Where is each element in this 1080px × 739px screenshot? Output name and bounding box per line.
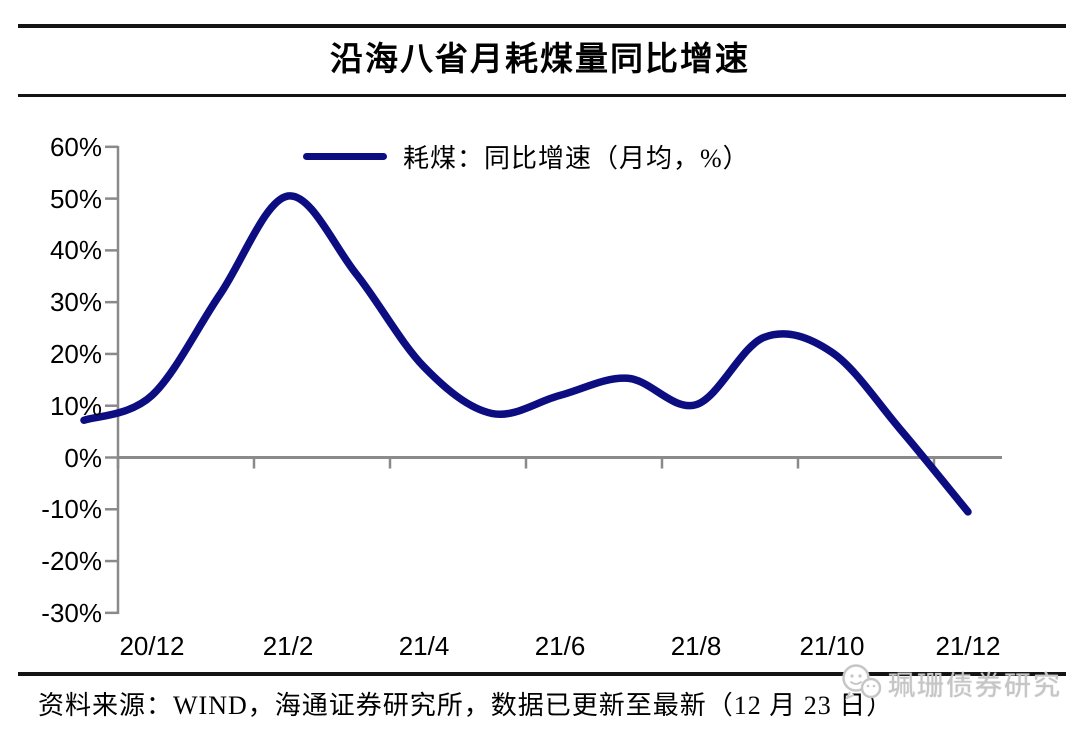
x-tick-label: 21/6 [534, 631, 586, 661]
chart-title: 沿海八省月耗煤量同比增速 [330, 42, 750, 78]
top-rule [18, 24, 1066, 28]
y-tick-label: 10% [49, 390, 102, 421]
x-tick-label: 21/4 [398, 631, 450, 661]
legend-line-swatch [303, 152, 387, 160]
x-tick-label: 21/10 [799, 631, 865, 661]
y-tick-label: -10% [41, 494, 102, 525]
y-tick-label: -30% [41, 597, 102, 628]
x-tick-label: 20/12 [119, 631, 185, 661]
y-tick-label: -20% [41, 546, 102, 577]
y-tick-label: 50% [49, 183, 102, 214]
bottom-rule [18, 672, 1066, 676]
watermark: 珮珊债券研究 [840, 663, 1062, 703]
series-line [80, 192, 972, 516]
title-divider [18, 94, 1066, 97]
source-note: 资料来源：WIND，海通证券研究所，数据已更新至最新（12 月 23 日） [38, 691, 894, 720]
legend-label: 耗煤：同比增速（月均，%） [403, 143, 750, 173]
y-tick-label: 60% [49, 131, 102, 162]
y-tick-label: 20% [49, 338, 102, 369]
wechat-bubbles-icon [842, 664, 882, 700]
x-tick-label: 21/2 [262, 631, 314, 661]
legend: 耗煤：同比增速（月均，%） [303, 139, 750, 173]
x-tick-label: 21/8 [670, 631, 722, 661]
y-tick-label: 30% [49, 287, 102, 318]
x-tick-label: 21/12 [935, 631, 1001, 661]
y-tick-label: 40% [49, 235, 102, 266]
watermark-text: 珮珊债券研究 [888, 670, 1062, 701]
y-tick-label: 0% [64, 442, 102, 473]
